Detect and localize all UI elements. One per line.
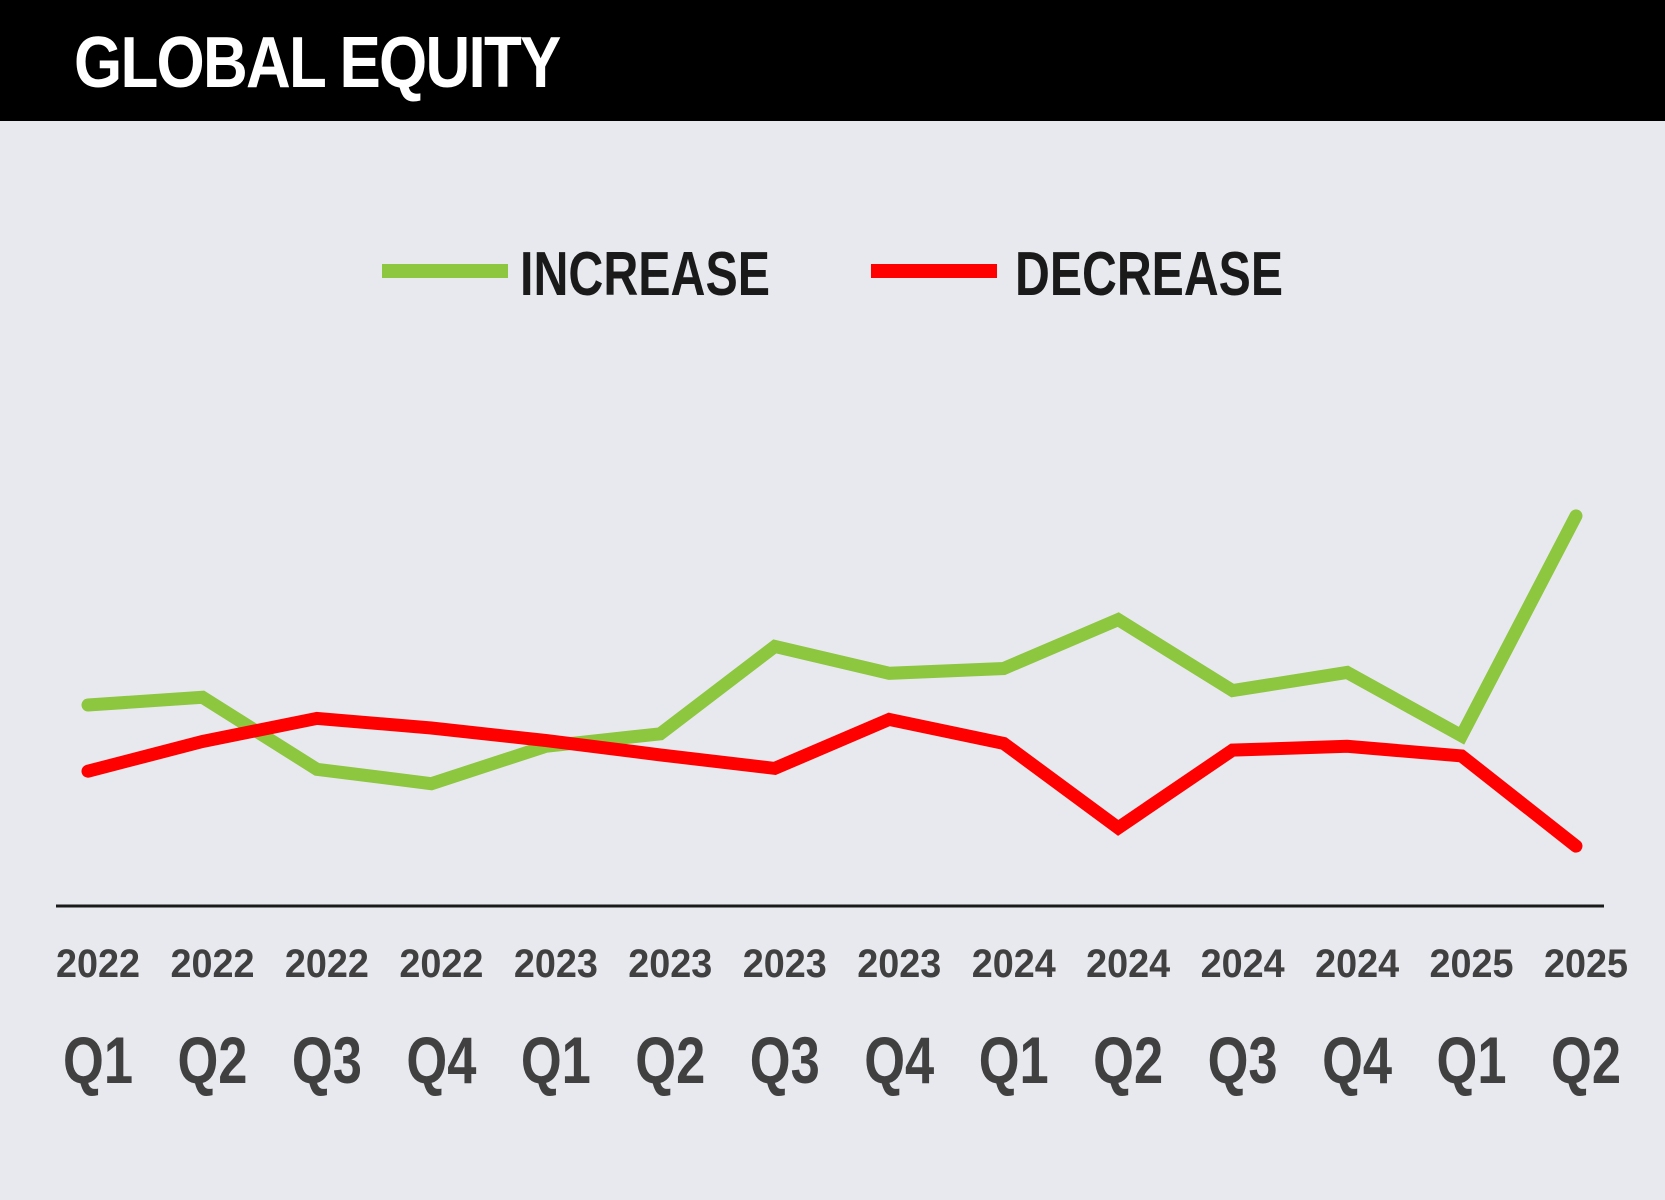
x-tick-year: 2023 [514, 942, 598, 986]
x-tick-quarter: Q1 [1437, 1023, 1507, 1097]
data-point-increase-7 [888, 672, 890, 674]
x-tick-quarter: Q4 [406, 1023, 476, 1097]
data-point-increase-2 [316, 768, 318, 770]
series-layer [81, 509, 1583, 853]
x-tick-year: 2024 [1086, 942, 1171, 986]
data-point-increase-3 [430, 783, 432, 785]
data-point-decrease-8 [1003, 742, 1005, 744]
series-line-increase [81, 509, 1583, 791]
data-point-increase-6 [774, 645, 776, 647]
x-tick-quarter: Q1 [521, 1023, 591, 1097]
data-point-decrease-5 [659, 754, 661, 756]
data-point-decrease-2 [316, 717, 318, 719]
x-tick-year: 2025 [1430, 942, 1514, 986]
x-tick-year: 2022 [56, 942, 140, 986]
data-point-decrease-10 [1232, 749, 1234, 751]
x-tick-quarter: Q2 [1093, 1023, 1163, 1097]
legend-label-decrease: DECREASE [1015, 240, 1283, 309]
x-tick-year: 2022 [285, 942, 369, 986]
x-tick-quarter: Q2 [177, 1023, 247, 1097]
data-point-decrease-13 [1575, 845, 1577, 847]
data-point-increase-1 [202, 696, 203, 698]
x-tick-year: 2022 [170, 942, 254, 986]
data-point-increase-10 [1232, 690, 1234, 692]
x-tick-year: 2023 [857, 942, 941, 986]
data-point-decrease-0 [87, 770, 89, 772]
x-tick-year: 2024 [972, 942, 1057, 986]
x-tick-quarter: Q4 [1322, 1023, 1392, 1097]
x-tick-quarter: Q4 [864, 1023, 934, 1097]
data-point-decrease-7 [888, 718, 890, 720]
x-tick-quarter: Q3 [750, 1023, 820, 1097]
x-tick-year: 2025 [1544, 942, 1628, 986]
x-tick-year: 2024 [1201, 942, 1286, 986]
data-point-decrease-11 [1346, 745, 1348, 747]
x-tick-year: 2023 [628, 942, 712, 986]
x-tick-quarter: Q3 [292, 1023, 362, 1097]
data-point-decrease-3 [430, 727, 432, 729]
data-point-increase-12 [1461, 735, 1462, 737]
chart-header: GLOBAL EQUITY [0, 0, 1665, 121]
series-line-decrease [81, 711, 1583, 853]
line-chart: INCREASE DECREASE 2022 Q1 2022 Q2 2022 Q3 2022 Q… [56, 240, 1628, 1097]
data-point-increase-5 [659, 733, 661, 735]
data-point-increase-13 [1575, 515, 1577, 517]
x-tick-year: 2024 [1315, 942, 1400, 986]
x-tick-quarter: Q2 [635, 1023, 705, 1097]
data-point-decrease-4 [545, 740, 547, 741]
data-point-increase-11 [1346, 671, 1348, 673]
data-point-decrease-9 [1117, 827, 1119, 829]
x-axis-ticks: 2022 Q1 2022 Q2 2022 Q3 2022 Q4 2023 Q1 2023 Q2 2023… [56, 942, 1628, 1097]
x-tick-year: 2022 [399, 942, 483, 986]
legend-label-increase: INCREASE [520, 240, 770, 309]
data-point-increase-8 [1003, 668, 1005, 669]
legend: INCREASE DECREASE [382, 240, 1283, 309]
data-point-decrease-6 [774, 767, 776, 769]
x-tick-quarter: Q2 [1551, 1023, 1621, 1097]
x-tick-quarter: Q3 [1208, 1023, 1278, 1097]
data-point-increase-0 [87, 704, 89, 706]
data-point-decrease-1 [202, 741, 203, 742]
x-tick-quarter: Q1 [979, 1023, 1049, 1097]
chart-title: GLOBAL EQUITY [74, 23, 561, 103]
x-tick-year: 2023 [743, 942, 827, 986]
x-tick-quarter: Q1 [63, 1023, 133, 1097]
data-point-decrease-12 [1461, 755, 1462, 757]
data-point-increase-9 [1117, 619, 1119, 621]
